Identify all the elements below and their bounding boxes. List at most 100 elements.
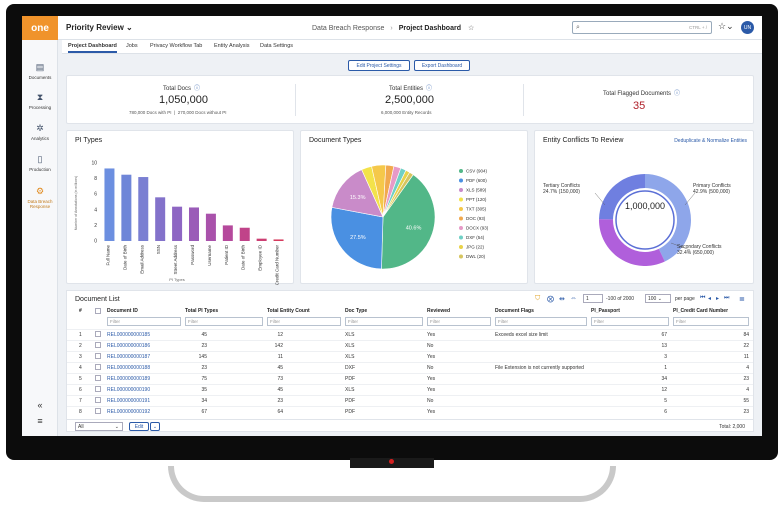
bar[interactable] xyxy=(239,227,250,241)
legend-label[interactable]: CSV (904) xyxy=(466,169,488,174)
search-input[interactable]: ⌕ CTRL + / xyxy=(572,21,712,34)
table-row[interactable]: 3 REL000000000187 145 11 XLS Yes 3 11 xyxy=(67,351,753,360)
pie-slice[interactable] xyxy=(331,169,384,218)
row-checkbox[interactable] xyxy=(95,408,101,414)
info-icon[interactable]: ⓘ xyxy=(426,86,433,92)
table-row[interactable]: 2 REL000000000186 23 142 XLS No 13 22 xyxy=(67,340,753,349)
cell-id[interactable]: REL000000000190 xyxy=(107,387,151,393)
column-header-total-pi-types[interactable]: Total PI Types xyxy=(185,308,219,314)
project-selector[interactable]: Priority Review ⌄ xyxy=(66,23,133,32)
info-icon[interactable]: ⓘ xyxy=(194,86,201,92)
bar[interactable] xyxy=(222,225,233,241)
favorites-menu-icon[interactable]: ☆⌄ xyxy=(718,21,734,31)
table-row[interactable]: 1 REL000000000185 45 12 XLS Yes Exceeds excel … xyxy=(67,329,753,338)
filter-icon[interactable]: ⛉ xyxy=(535,295,541,302)
per-page-select[interactable]: 100 ⌄ xyxy=(645,294,671,303)
export-dashboard-button[interactable]: Export Dashboard xyxy=(414,60,470,71)
donut-segment[interactable] xyxy=(645,174,691,262)
pie-slice[interactable] xyxy=(381,174,436,270)
sidebar-item-production[interactable]: ▯ Production xyxy=(22,154,58,172)
table-row[interactable]: 5 REL000000000189 75 73 PDF Yes 34 23 xyxy=(67,373,753,382)
donut-segment[interactable] xyxy=(599,219,665,266)
row-checkbox[interactable] xyxy=(95,353,101,359)
pager-last-icon[interactable]: ⏭ xyxy=(724,295,730,301)
filter-reviewed[interactable]: Filter xyxy=(427,317,491,326)
column-menu-icon[interactable]: ≣ xyxy=(739,296,745,303)
column-header-reviewed[interactable]: Reviewed xyxy=(427,308,451,314)
avatar[interactable]: UN xyxy=(741,21,754,34)
bar[interactable] xyxy=(138,177,149,241)
bar[interactable] xyxy=(205,213,216,241)
pager-next-icon[interactable]: ▸ xyxy=(716,296,720,302)
row-checkbox[interactable] xyxy=(95,386,101,392)
legend-label[interactable]: PDF (600) xyxy=(466,178,487,183)
pager-prev-icon[interactable]: ◂ xyxy=(708,296,712,302)
tab-jobs[interactable]: Jobs xyxy=(126,43,138,49)
edit-options-chevron-icon[interactable]: ⌄ xyxy=(150,422,160,431)
breadcrumb-parent[interactable]: Data Breach Response xyxy=(312,25,385,32)
page-number-input[interactable]: 1 xyxy=(583,294,603,303)
legend-label[interactable]: DOCX (93) xyxy=(466,226,489,231)
bar[interactable] xyxy=(155,197,166,241)
column-header-pi-credit-card[interactable]: PI_Credit Card Number xyxy=(673,308,729,314)
legend-label[interactable]: PPT (120) xyxy=(466,197,487,202)
column-header-total-entity-count[interactable]: Total Entity Count xyxy=(267,308,310,314)
cell-id[interactable]: REL000000000192 xyxy=(107,409,151,415)
fit-columns-icon[interactable]: ⇔ xyxy=(570,295,577,302)
sidebar-item-analytics[interactable]: ✲ Analytics xyxy=(22,123,58,141)
menu-icon[interactable]: ≡ xyxy=(37,416,43,426)
pie-slice[interactable] xyxy=(330,207,384,270)
filter-document-id[interactable]: Filter xyxy=(107,317,181,326)
app-logo[interactable]: one xyxy=(22,16,58,40)
bulk-scope-select[interactable]: All ⌄ xyxy=(75,422,123,431)
row-checkbox[interactable] xyxy=(95,342,101,348)
donut-segment[interactable] xyxy=(599,174,645,220)
legend-label[interactable]: TXT (305) xyxy=(466,207,487,212)
filter-document-flags[interactable]: Filter xyxy=(495,317,587,326)
expand-columns-icon[interactable]: ⇹ xyxy=(559,296,565,303)
legend-label[interactable]: DWL (20) xyxy=(466,254,486,259)
sidebar-item-processing[interactable]: ⧗ Processing xyxy=(22,92,58,110)
tab-entity-analysis[interactable]: Entity Analysis xyxy=(214,43,250,49)
bar[interactable] xyxy=(273,239,284,241)
pie-slice[interactable] xyxy=(382,171,414,218)
edit-project-settings-button[interactable]: Edit Project Settings xyxy=(348,60,410,71)
legend-label[interactable]: DXF (54) xyxy=(466,235,485,240)
bar[interactable] xyxy=(104,168,115,241)
row-checkbox[interactable] xyxy=(95,331,101,337)
clear-filter-icon[interactable]: ⨂ xyxy=(547,296,554,303)
bar[interactable] xyxy=(189,207,199,241)
edit-button[interactable]: Edit xyxy=(129,422,149,431)
cell-id[interactable]: REL000000000185 xyxy=(107,332,151,338)
tab-project-dashboard[interactable]: Project Dashboard xyxy=(68,43,117,53)
row-checkbox[interactable] xyxy=(95,375,101,381)
column-header-pi-passport[interactable]: PI_Passport xyxy=(591,308,620,314)
column-header-doc-type[interactable]: Doc Type xyxy=(345,308,368,314)
filter-total-pi-types[interactable]: Filter xyxy=(185,317,263,326)
filter-pi-credit-card[interactable]: Filter xyxy=(673,317,749,326)
select-all-checkbox[interactable] xyxy=(95,308,101,314)
pager-first-icon[interactable]: ⏮ xyxy=(700,295,706,301)
info-icon[interactable]: ⓘ xyxy=(674,91,681,97)
cell-id[interactable]: REL000000000188 xyxy=(107,365,151,371)
filter-pi-passport[interactable]: Filter xyxy=(591,317,669,326)
bar[interactable] xyxy=(256,238,267,241)
cell-id[interactable]: REL000000000191 xyxy=(107,398,151,404)
cell-id[interactable]: REL000000000189 xyxy=(107,376,151,382)
filter-total-entity-count[interactable]: Filter xyxy=(267,317,341,326)
tab-privacy-workflow[interactable]: Privacy Workflow Tab xyxy=(150,43,203,49)
table-row[interactable]: 4 REL000000000188 23 45 DXF No File Extension … xyxy=(67,362,753,371)
sidebar-item-documents[interactable]: ▤ Documents xyxy=(22,62,58,80)
table-row[interactable]: 8 REL000000000192 67 64 PDF Yes 6 23 xyxy=(67,406,753,415)
sidebar-item-data-breach-response[interactable]: ⚙ Data Breach Response xyxy=(22,186,58,209)
column-header-index[interactable]: # xyxy=(79,308,82,314)
table-row[interactable]: 6 REL000000000190 35 45 XLS Yes 12 4 xyxy=(67,384,753,393)
cell-id[interactable]: REL000000000187 xyxy=(107,354,151,360)
filter-doc-type[interactable]: Filter xyxy=(345,317,423,326)
table-row[interactable]: 7 REL000000000191 34 23 PDF No 5 55 xyxy=(67,395,753,404)
bar[interactable] xyxy=(121,174,132,241)
legend-label[interactable]: XLS (589) xyxy=(466,188,487,193)
collapse-sidebar-icon[interactable]: « xyxy=(37,400,43,410)
column-header-document-id[interactable]: Document ID xyxy=(107,308,138,314)
column-header-document-flags[interactable]: Document Flags xyxy=(495,308,534,314)
